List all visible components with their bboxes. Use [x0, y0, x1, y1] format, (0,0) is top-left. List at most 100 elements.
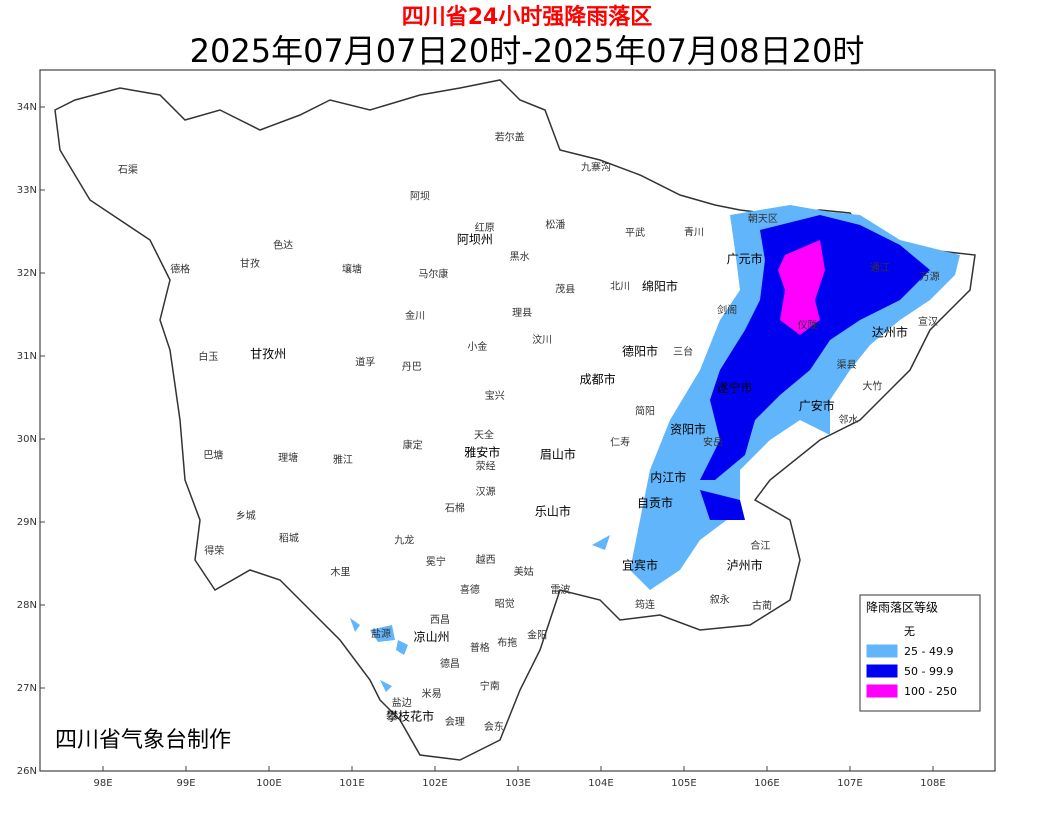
place-label: 木里: [330, 567, 350, 579]
place-label: 雅江: [333, 453, 353, 466]
place-label: 德昌: [440, 657, 460, 670]
rain-areas: [350, 205, 960, 692]
place-label: 三台: [673, 345, 693, 358]
place-label: 宝兴: [485, 389, 505, 402]
place-label: 甘孜: [240, 257, 260, 270]
place-label: 宣汉: [918, 315, 938, 328]
place-label: 古蔺: [752, 599, 772, 612]
place-label: 若尔盖: [495, 131, 525, 144]
place-label: 稻城: [279, 533, 299, 545]
place-label: 绵阳市: [642, 279, 678, 294]
legend-swatch: [865, 643, 899, 659]
x-tick-label: 98E: [93, 778, 112, 789]
legend-label: 100 - 250: [904, 685, 957, 698]
y-tick-label: 27N: [17, 683, 37, 694]
place-label: 金阳: [527, 629, 547, 642]
place-label: 美姑: [514, 565, 534, 578]
place-label: 成都市: [580, 372, 616, 387]
place-label: 汉源: [476, 485, 496, 498]
place-label: 雷波: [550, 583, 570, 596]
place-label: 乡城: [236, 510, 256, 522]
place-label: 广安市: [799, 398, 835, 413]
place-label: 北川: [610, 280, 630, 292]
place-label: 昭觉: [495, 598, 515, 610]
place-label: 会理: [445, 715, 465, 728]
place-label: 合江: [750, 539, 770, 552]
legend: 降雨落区等级 无 25 - 49.9 50 - 99.9 100 - 250: [859, 594, 981, 712]
place-label: 泸州市: [727, 557, 763, 572]
place-label: 壤塘: [342, 263, 362, 276]
x-tick-label: 105E: [671, 778, 696, 789]
x-tick-label: 104E: [588, 778, 613, 789]
credit: 四川省气象台制作: [55, 728, 231, 753]
y-tick-label: 32N: [17, 268, 37, 279]
place-label: 筠连: [635, 598, 655, 611]
place-label: 冕宁: [426, 555, 446, 568]
place-label: 九寨沟: [581, 161, 611, 174]
place-label: 金川: [405, 309, 425, 322]
place-label: 西昌: [430, 614, 450, 626]
place-label: 盐源: [371, 627, 391, 640]
place-label: 宜宾市: [622, 557, 658, 572]
place-label: 内江市: [650, 470, 686, 485]
place-label: 德格: [170, 263, 190, 276]
place-label: 万源: [920, 270, 940, 283]
place-label: 荥经: [476, 459, 496, 472]
legend-label: 50 - 99.9: [904, 665, 953, 678]
place-label: 遂宁市: [717, 380, 753, 395]
place-label: 德阳市: [622, 343, 658, 358]
place-label: 自贡市: [637, 495, 673, 510]
x-tick-label: 107E: [837, 778, 862, 789]
place-label: 仁寿: [610, 435, 630, 448]
place-label: 普格: [470, 641, 490, 654]
place-label: 资阳市: [670, 421, 706, 436]
x-tick-label: 101E: [339, 778, 364, 789]
y-tick-label: 29N: [17, 517, 37, 528]
place-label: 丹巴: [402, 361, 422, 373]
y-tick-label: 26N: [17, 766, 37, 777]
place-label: 康定: [403, 439, 423, 452]
place-label: 会东: [484, 720, 504, 733]
place-label: 邻水: [838, 413, 858, 426]
place-label: 凉山州: [414, 629, 450, 644]
legend-swatch: [865, 663, 899, 679]
place-label: 叙永: [710, 593, 730, 606]
place-label: 石渠: [118, 164, 138, 176]
place-label: 安岳: [703, 435, 723, 448]
title: 四川省24小时强降雨落区: [402, 5, 653, 30]
place-label: 得荣: [204, 545, 224, 557]
rain-area: [778, 240, 825, 335]
x-tick-label: 99E: [176, 778, 195, 789]
legend-label: 25 - 49.9: [904, 645, 953, 658]
place-label: 阿坝: [410, 191, 430, 203]
place-label: 平武: [625, 226, 645, 239]
legend-swatch: [865, 623, 899, 639]
place-label: 宁南: [480, 679, 500, 692]
place-label: 广元市: [727, 251, 763, 266]
place-label: 九龙: [394, 533, 414, 546]
x-tick-label: 108E: [920, 778, 945, 789]
place-label: 甘孜州: [250, 347, 286, 361]
place-label: 乐山市: [535, 504, 571, 519]
place-label: 阿坝州: [457, 232, 493, 246]
y-tick-label: 30N: [17, 434, 37, 445]
y-tick-label: 33N: [17, 185, 37, 196]
place-label: 茂县: [555, 283, 575, 296]
place-label: 白玉: [198, 350, 218, 363]
legend-swatch: [865, 683, 899, 699]
rain-area: [700, 215, 930, 520]
place-label: 汶川: [532, 333, 552, 346]
place-label: 巴塘: [203, 449, 223, 462]
place-label: 眉山市: [540, 446, 576, 461]
place-label: 理县: [512, 307, 532, 319]
place-label: 红原: [475, 221, 495, 234]
place-label: 理塘: [278, 451, 298, 464]
y-tick-label: 31N: [17, 351, 37, 362]
place-label: 马尔康: [418, 268, 448, 281]
place-label: 盐边: [392, 696, 412, 709]
x-tick-label: 106E: [754, 778, 779, 789]
y-tick-label: 34N: [17, 102, 37, 113]
place-label: 道孚: [355, 356, 375, 369]
